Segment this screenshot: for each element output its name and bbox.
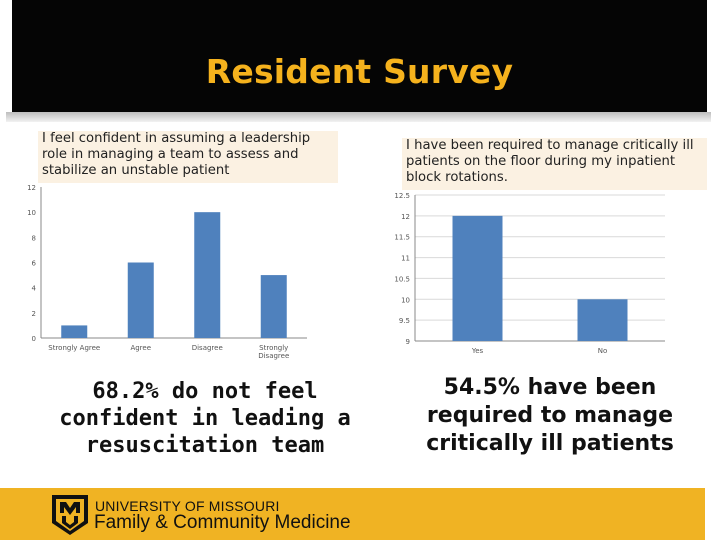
y-tick-label: 10 [27, 209, 36, 217]
y-tick-label: 12 [27, 184, 36, 192]
bar [577, 299, 628, 341]
bar [260, 275, 287, 338]
bar [127, 262, 154, 338]
x-tick-label: Agree [130, 344, 151, 352]
y-tick-label: 0 [32, 335, 36, 343]
x-tick-label: Disagree [192, 344, 223, 352]
y-tick-label: 12 [401, 213, 410, 221]
y-tick-label: 9.5 [399, 317, 410, 325]
x-tick-label: Strongly [259, 344, 288, 352]
slide-title: Resident Survey [205, 52, 514, 91]
university-name: UNIVERSITY OF MISSOURI [95, 498, 280, 514]
y-tick-label: 11 [401, 255, 410, 263]
mu-logo-icon [52, 495, 88, 535]
left-chart-question: I feel confident in assuming a leadershi… [38, 131, 338, 183]
x-tick-label: Disagree [258, 352, 289, 360]
right-chart-question: I have been required to manage criticall… [402, 138, 707, 190]
left-summary: 68.2% do not feel confident in leading a… [59, 379, 351, 458]
y-tick-label: 4 [32, 285, 37, 293]
right-summary: 54.5% have been required to manage criti… [426, 375, 674, 456]
y-tick-label: 11.5 [394, 234, 410, 242]
critical-patients-chart: 9 9.5 10 10.5 11 11.5 12 12.5 Yes No [394, 192, 665, 355]
bar [452, 215, 503, 341]
y-tick-label: 10.5 [394, 275, 410, 283]
x-tick-label: Yes [471, 347, 484, 355]
x-tick-label: No [598, 347, 608, 355]
y-tick-label: 8 [32, 234, 36, 242]
y-tick-label: 12.5 [394, 192, 410, 200]
y-tick-label: 6 [32, 260, 37, 268]
bar [194, 212, 221, 338]
department-name: Family & Community Medicine [94, 512, 351, 533]
y-tick-label: 2 [32, 310, 36, 318]
bar [61, 325, 88, 338]
title-bar: Resident Survey [6, 0, 711, 122]
footer-bar [0, 488, 705, 540]
y-tick-label: 9 [406, 338, 410, 346]
x-tick-label: Strongly Agree [48, 344, 100, 352]
y-tick-label: 10 [401, 296, 410, 304]
